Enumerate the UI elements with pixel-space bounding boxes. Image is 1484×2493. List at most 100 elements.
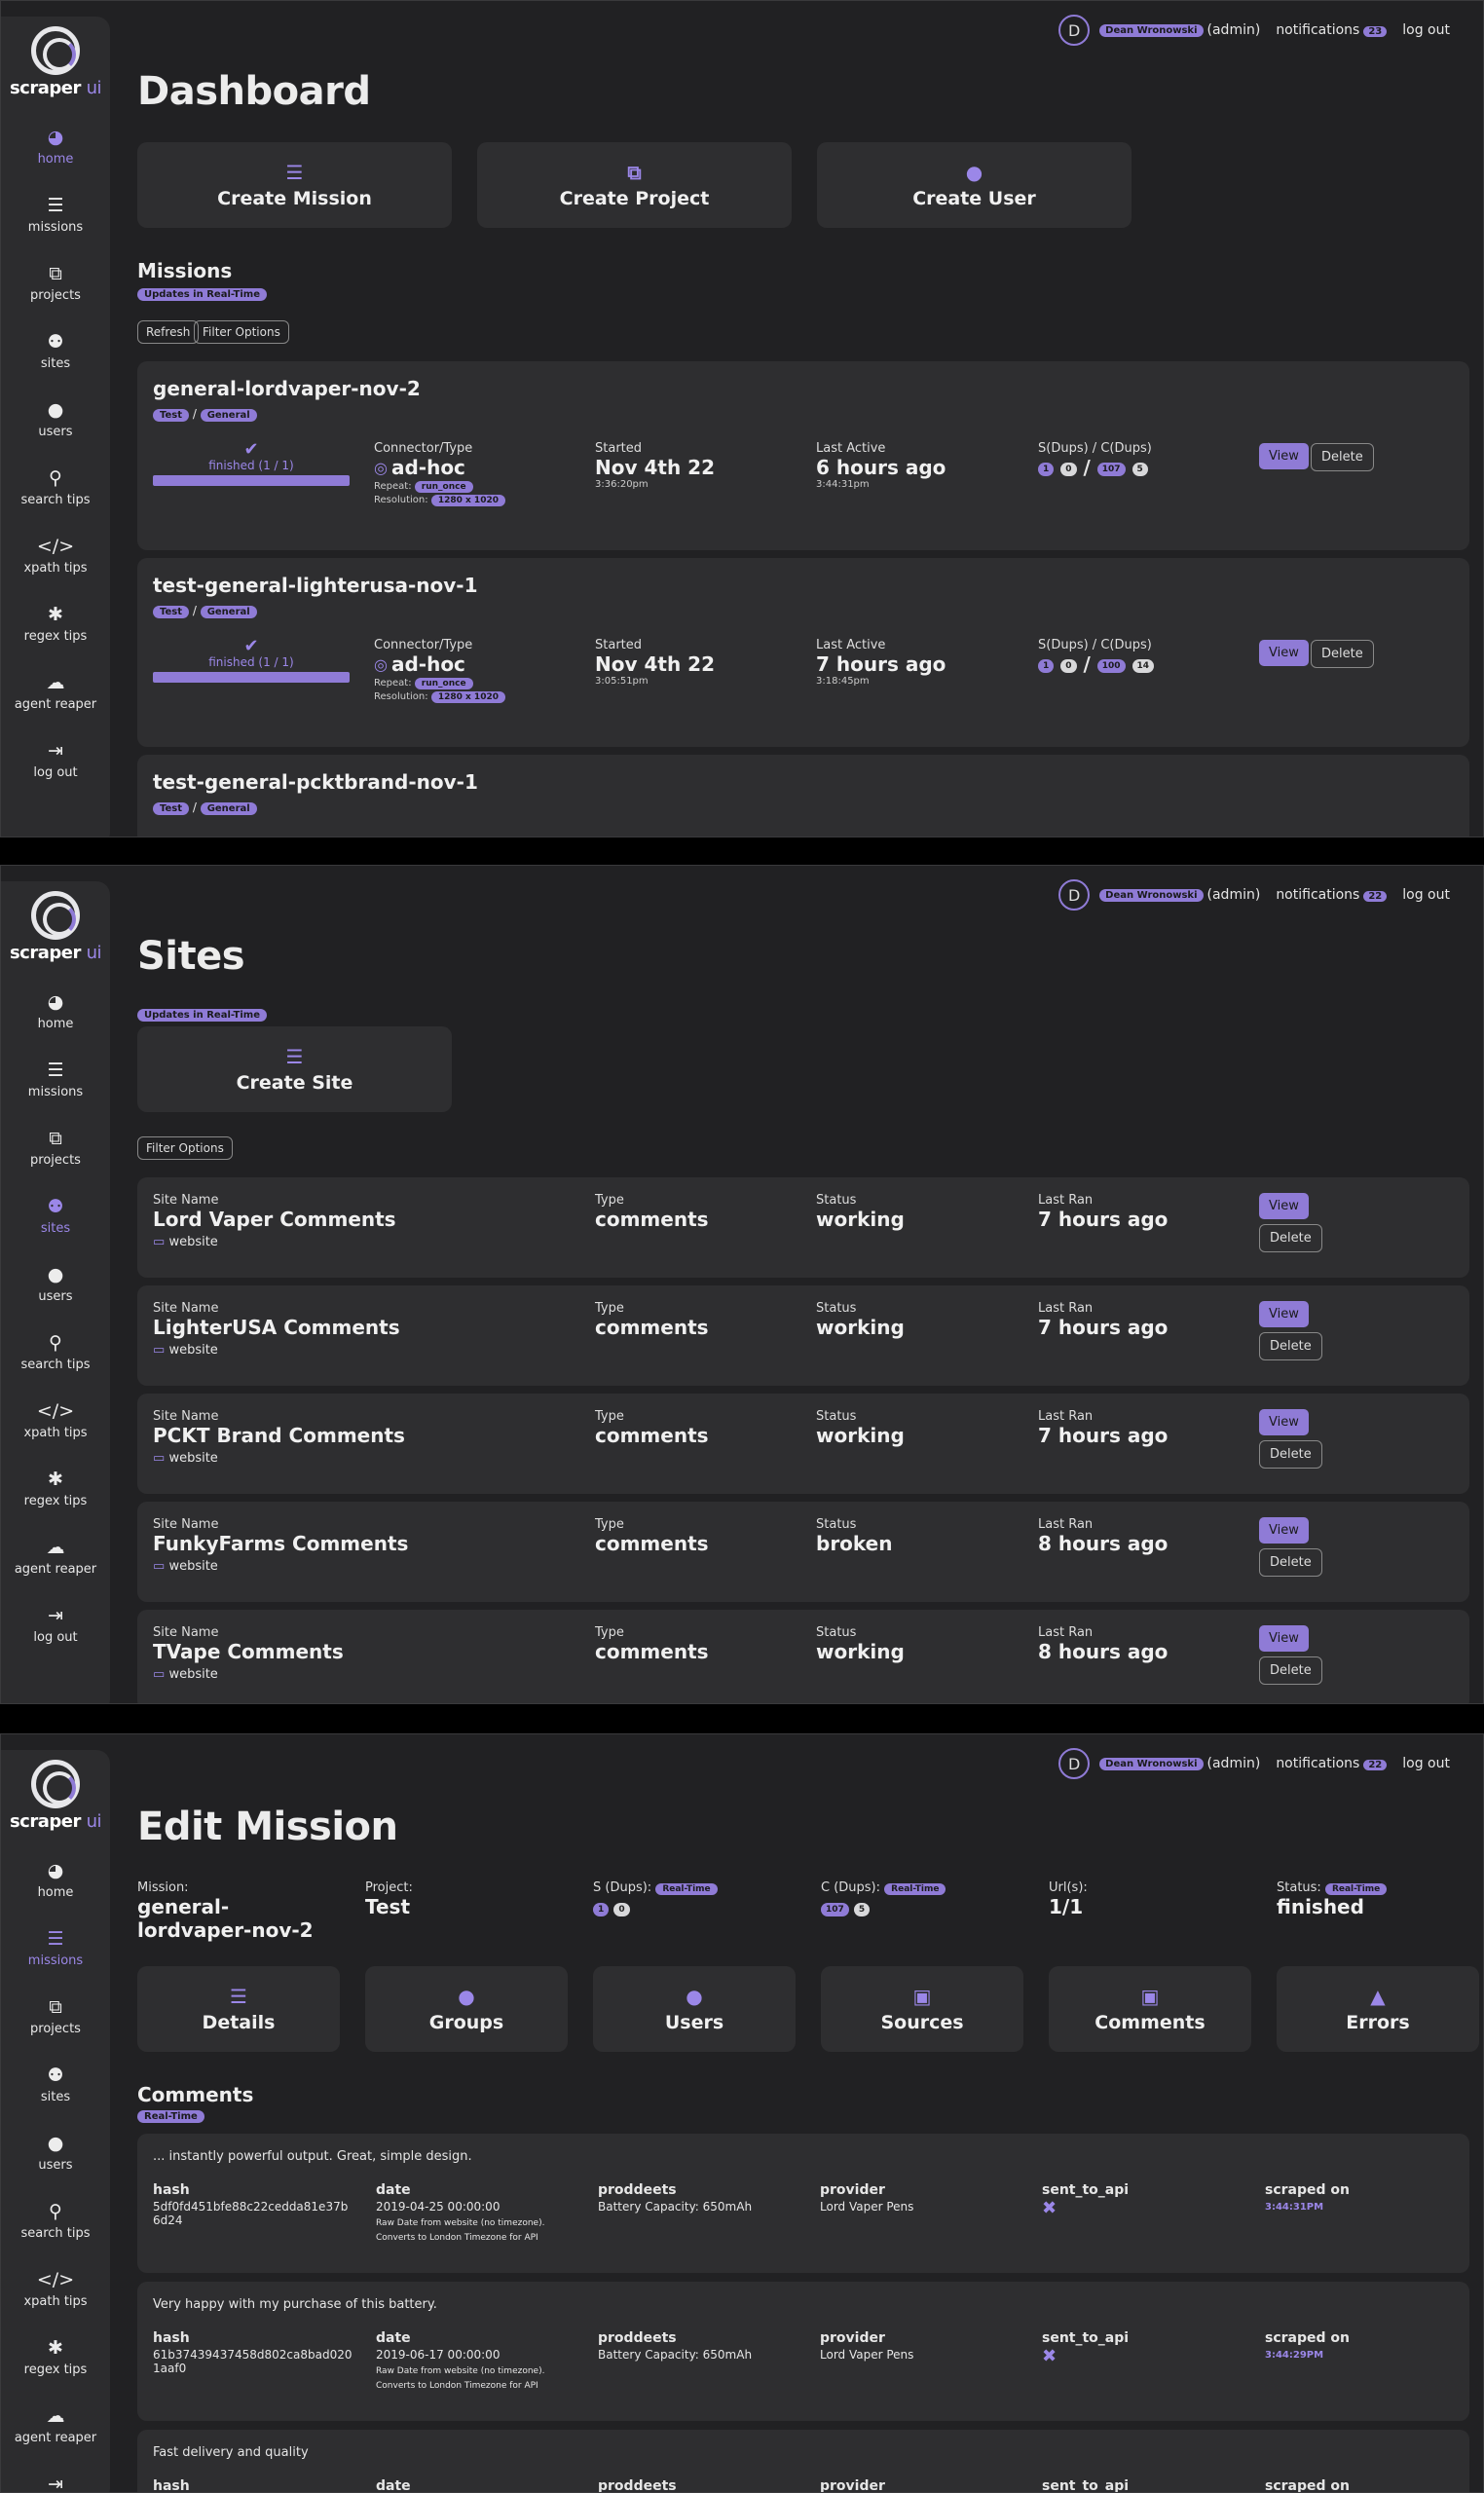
site-name[interactable]: PCKT Brand Comments <box>153 1424 405 1447</box>
sidebar-item-label: log out <box>33 1629 78 1645</box>
logout-link[interactable]: log out <box>1402 22 1450 38</box>
create-site-button[interactable]: ☰ Create Site <box>137 1026 452 1112</box>
view-button[interactable]: View <box>1259 1193 1309 1219</box>
sidebar-item-regex-tips[interactable]: ✱ regex tips <box>1 2323 110 2391</box>
create-user-button[interactable]: ● Create User <box>817 142 1132 228</box>
site-type: comments <box>595 1532 709 1555</box>
sidebar-item-label: missions <box>27 219 84 235</box>
sidebar-item-sites[interactable]: ⚉ sites <box>1 316 110 385</box>
sidebar-item-xpath-tips[interactable]: </> xpath tips <box>1 1386 110 1454</box>
sidebar-item-users[interactable]: ● users <box>1 2118 110 2186</box>
sidebar-item-label: xpath tips <box>23 2293 88 2309</box>
last-ran: 7 hours ago <box>1038 1208 1169 1231</box>
notifications-link[interactable]: notifications 23 <box>1276 22 1388 38</box>
tab-users[interactable]: ● Users <box>593 1966 796 2052</box>
avatar[interactable]: D <box>1058 15 1091 46</box>
tab-groups[interactable]: ● Groups <box>365 1966 568 2052</box>
sidebar-item-projects[interactable]: ⧉ projects <box>1 248 110 316</box>
top-bar: D Dean Wronowski (admin) notifications 22… <box>1058 1748 1450 1779</box>
logo[interactable]: scraper ui <box>1 891 110 963</box>
comment-card: Fast delivery and quality hash date proddee… <box>137 2430 1469 2492</box>
filter-options-button[interactable]: Filter Options <box>194 320 289 344</box>
sidebar-item-missions[interactable]: ☰ missions <box>1 180 110 248</box>
delete-button[interactable]: Delete <box>1259 1548 1322 1577</box>
create-project-button[interactable]: ⧉ Create Project <box>477 142 792 228</box>
notifications-link[interactable]: notifications 22 <box>1276 1756 1388 1771</box>
sidebar-item-projects[interactable]: ⧉ projects <box>1 1982 110 2050</box>
sidebar-item-home[interactable]: ◕ home <box>1 977 110 1045</box>
view-button[interactable]: View <box>1259 1625 1309 1652</box>
logout-link[interactable]: log out <box>1402 1756 1450 1771</box>
sidebar-item-users[interactable]: ● users <box>1 1249 110 1318</box>
delete-button[interactable]: Delete <box>1259 1656 1322 1685</box>
logo[interactable]: scraper ui <box>1 26 110 98</box>
user-menu[interactable]: D Dean Wronowski (admin) <box>1058 879 1260 911</box>
delete-button[interactable]: Delete <box>1311 443 1374 471</box>
sidebar-item-search-tips[interactable]: ⚲ search tips <box>1 453 110 521</box>
sidebar-item-label: home <box>37 1016 74 1031</box>
logout-link[interactable]: log out <box>1402 887 1450 903</box>
sidebar-item-projects[interactable]: ⧉ projects <box>1 1113 110 1181</box>
sidebar-item-log-out[interactable]: ⇥log out <box>1 2459 110 2493</box>
avatar[interactable]: D <box>1058 879 1091 911</box>
notifications-count: 22 <box>1363 891 1388 902</box>
sidebar-item-sites[interactable]: ⚉ sites <box>1 2050 110 2118</box>
sidebar-item-log-out[interactable]: ⇥log out <box>1 1590 110 1658</box>
sidebar-item-agent-reaper[interactable]: ☁ agent reaper <box>1 1522 110 1590</box>
sidebar-nav: ◕ home ☰ missions ⧉ projects ⚉ sites ● users ⚲ sear… <box>1 977 110 1658</box>
mission-name[interactable]: general-lordvaper-nov-2 <box>153 377 421 400</box>
sidebar-item-regex-tips[interactable]: ✱ regex tips <box>1 1454 110 1522</box>
delete-button[interactable]: Delete <box>1259 1332 1322 1360</box>
tab-details[interactable]: ☰ Details <box>137 1966 340 2052</box>
sidebar-item-agent-reaper[interactable]: ☁ agent reaper <box>1 657 110 726</box>
sidebar-item-regex-tips[interactable]: ✱ regex tips <box>1 589 110 657</box>
view-button[interactable]: View <box>1259 1409 1309 1435</box>
site-status: working <box>816 1424 905 1447</box>
sidebar-item-missions[interactable]: ☰ missions <box>1 1045 110 1113</box>
filter-options-button[interactable]: Filter Options <box>137 1136 233 1160</box>
create-mission-button[interactable]: ☰ Create Mission <box>137 142 452 228</box>
sidebar-item-search-tips[interactable]: ⚲ search tips <box>1 1318 110 1386</box>
sidebar-item-home[interactable]: ◕ home <box>1 1845 110 1914</box>
sidebar-item-xpath-tips[interactable]: </> xpath tips <box>1 521 110 589</box>
view-button[interactable]: View <box>1259 443 1309 469</box>
view-button[interactable]: View <box>1259 1301 1309 1327</box>
notifications-link[interactable]: notifications 22 <box>1276 887 1388 903</box>
refresh-button[interactable]: Refresh <box>137 320 200 344</box>
user-menu[interactable]: D Dean Wronowski (admin) <box>1058 1748 1260 1779</box>
sidebar-item-log-out[interactable]: ⇥log out <box>1 726 110 794</box>
site-name[interactable]: FunkyFarms Comments <box>153 1532 409 1555</box>
missions-icon: ☰ <box>285 161 304 184</box>
logo[interactable]: scraper ui <box>1 1760 110 1832</box>
monitor-icon: ▭ <box>153 1559 166 1574</box>
sidebar-item-users[interactable]: ● users <box>1 385 110 453</box>
view-button[interactable]: View <box>1259 640 1309 666</box>
site-name[interactable]: LighterUSA Comments <box>153 1316 400 1339</box>
delete-button[interactable]: Delete <box>1311 640 1374 668</box>
delete-button[interactable]: Delete <box>1259 1440 1322 1469</box>
user-menu[interactable]: D Dean Wronowski (admin) <box>1058 15 1260 46</box>
col-date-label: date <box>376 2182 411 2198</box>
sidebar-item-sites[interactable]: ⚉ sites <box>1 1181 110 1249</box>
avatar[interactable]: D <box>1058 1748 1091 1779</box>
user-role: (admin) <box>1206 887 1261 903</box>
delete-button[interactable]: Delete <box>1259 1224 1322 1252</box>
user-icon: ● <box>965 161 983 184</box>
last-ran: 8 hours ago <box>1038 1532 1169 1555</box>
tab-errors[interactable]: ▲ Errors <box>1277 1966 1479 2052</box>
mission-name[interactable]: test-general-pcktbrand-nov-1 <box>153 770 478 794</box>
sidebar-item-xpath-tips[interactable]: </> xpath tips <box>1 2254 110 2323</box>
view-button[interactable]: View <box>1259 1517 1309 1544</box>
site-name[interactable]: Lord Vaper Comments <box>153 1208 396 1231</box>
sidebar-item-missions[interactable]: ☰ missions <box>1 1914 110 1982</box>
tab-sources[interactable]: ▣ Sources <box>821 1966 1023 2052</box>
sidebar-item-agent-reaper[interactable]: ☁ agent reaper <box>1 2391 110 2459</box>
site-name[interactable]: TVape Comments <box>153 1640 344 1663</box>
tab-comments[interactable]: ▣ Comments <box>1049 1966 1251 2052</box>
sidebar-item-label: projects <box>30 287 81 303</box>
started-time: 3:36:20pm <box>595 479 649 490</box>
sidebar-item-home[interactable]: ◕ home <box>1 112 110 180</box>
sidebar-item-search-tips[interactable]: ⚲ search tips <box>1 2186 110 2254</box>
logo-icon <box>31 1760 80 1808</box>
mission-name[interactable]: test-general-lighterusa-nov-1 <box>153 574 478 597</box>
